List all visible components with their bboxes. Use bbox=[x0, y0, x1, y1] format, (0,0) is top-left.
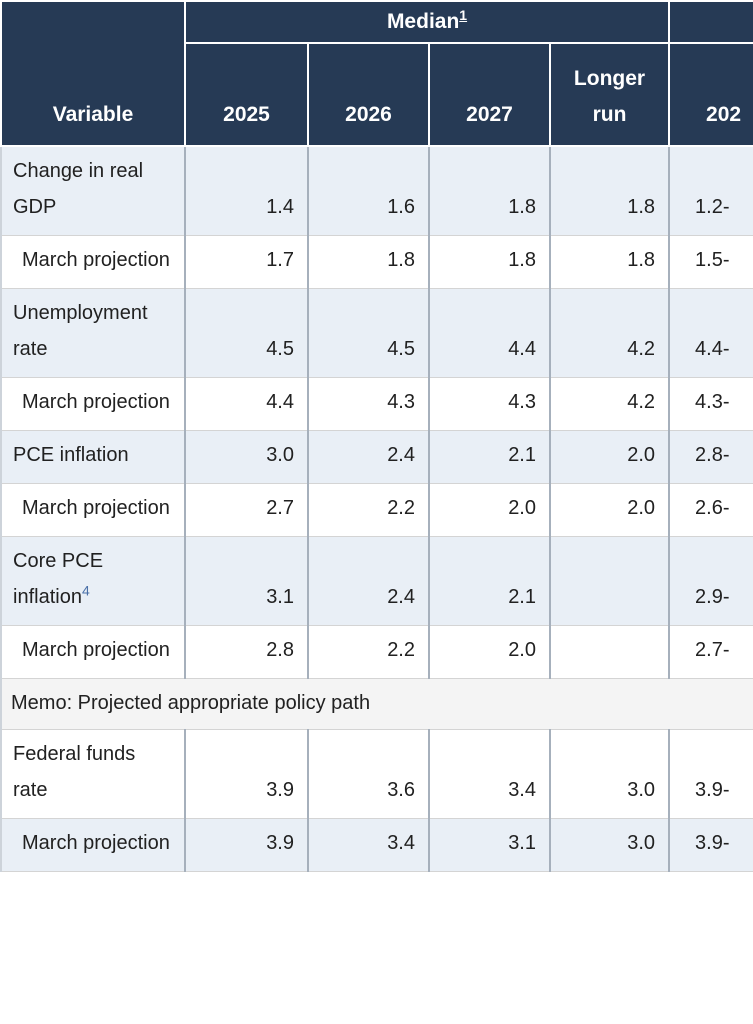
value-cell: 2.2 bbox=[307, 483, 430, 537]
row-label: March projection bbox=[0, 483, 186, 537]
value-cell: 3.6 bbox=[307, 729, 430, 819]
value-cell: 2.4 bbox=[307, 536, 430, 626]
value-cell: 2.7 bbox=[184, 483, 309, 537]
row-label: March projection bbox=[0, 377, 186, 431]
median-footnote-link[interactable]: 1 bbox=[459, 7, 468, 23]
value-cell: 1.8 bbox=[307, 235, 430, 289]
clipped-value-cell: 3.9- bbox=[668, 818, 753, 872]
value-cell: 1.8 bbox=[428, 145, 551, 236]
variable-header-label: Variable bbox=[52, 103, 134, 126]
row-label: PCE inflation bbox=[0, 430, 186, 484]
value-cell: 1.7 bbox=[184, 235, 309, 289]
column-header-row: 2025 2026 2027 Longer run 202 bbox=[1, 42, 753, 147]
value-cell: 1.8 bbox=[428, 235, 551, 289]
table-row-core-pce-inflation: Core PCE inflation4 3.1 2.4 2.1 2.9- bbox=[0, 536, 753, 626]
value-cell: 4.4 bbox=[428, 288, 551, 378]
clipped-value-cell: 1.2- bbox=[668, 145, 753, 236]
table-row-march-projection-pce: March projection 2.7 2.2 2.0 2.0 2.6- bbox=[0, 483, 753, 537]
value-cell: 1.8 bbox=[548, 145, 671, 236]
clipped-value-cell: 3.9- bbox=[668, 729, 753, 819]
value-cell: 3.0 bbox=[548, 818, 671, 872]
clipped-year-column-header: 202 bbox=[668, 42, 753, 147]
value-cell: 2.2 bbox=[307, 625, 430, 679]
value-cell: 3.9 bbox=[184, 729, 309, 819]
group-header-row: Variable Median1 bbox=[0, 0, 753, 147]
value-cell bbox=[548, 625, 671, 679]
value-cell: 2.0 bbox=[428, 625, 551, 679]
value-cell: 3.4 bbox=[428, 729, 551, 819]
year-column-header-2027: 2027 bbox=[428, 42, 551, 147]
value-cell: 3.4 bbox=[307, 818, 430, 872]
table-row-march-projection-core-pce: March projection 2.8 2.2 2.0 2.7- bbox=[0, 625, 753, 679]
table-row-unemployment-rate: Unemployment rate 4.5 4.5 4.4 4.2 4.4- bbox=[0, 288, 753, 378]
value-cell: 4.4 bbox=[184, 377, 309, 431]
value-cell: 4.5 bbox=[307, 288, 430, 378]
value-cell: 2.0 bbox=[548, 430, 671, 484]
table-row-march-projection-gdp: March projection 1.7 1.8 1.8 1.8 1.5- bbox=[0, 235, 753, 289]
clipped-group-header bbox=[668, 0, 753, 44]
table-row-federal-funds-rate: Federal funds rate 3.9 3.6 3.4 3.0 3.9- bbox=[0, 729, 753, 819]
memo-row: Memo: Projected appropriate policy path bbox=[0, 678, 753, 730]
value-cell: 3.0 bbox=[548, 729, 671, 819]
median-group-header: Median1 bbox=[183, 0, 671, 44]
row-label: March projection bbox=[0, 235, 186, 289]
sep-projections-table: Variable Median1 2025 2026 2027 Longer r… bbox=[0, 0, 753, 872]
variable-column-header: Variable bbox=[0, 0, 186, 147]
clipped-value-cell: 2.9- bbox=[668, 536, 753, 626]
clipped-value-cell: 4.3- bbox=[668, 377, 753, 431]
value-cell: 3.1 bbox=[184, 536, 309, 626]
table-row-change-in-real-gdp: Change in real GDP 1.4 1.6 1.8 1.8 1.2- bbox=[0, 145, 753, 236]
value-cell: 4.3 bbox=[428, 377, 551, 431]
core-pce-footnote-link[interactable]: 4 bbox=[81, 582, 90, 599]
row-label: March projection bbox=[0, 818, 186, 872]
value-cell: 4.3 bbox=[307, 377, 430, 431]
value-cell: 2.1 bbox=[428, 430, 551, 484]
value-cell: 2.8 bbox=[184, 625, 309, 679]
clipped-value-cell: 2.8- bbox=[668, 430, 753, 484]
value-cell bbox=[548, 536, 671, 626]
clipped-value-cell: 2.6- bbox=[668, 483, 753, 537]
year-column-header-2026: 2026 bbox=[307, 42, 430, 147]
median-group-label: Median bbox=[386, 10, 460, 33]
memo-row-label: Memo: Projected appropriate policy path bbox=[0, 678, 753, 730]
value-cell: 2.0 bbox=[548, 483, 671, 537]
clipped-value-cell: 2.7- bbox=[668, 625, 753, 679]
value-cell: 3.9 bbox=[184, 818, 309, 872]
clipped-value-cell: 4.4- bbox=[668, 288, 753, 378]
value-cell: 2.1 bbox=[428, 536, 551, 626]
longer-run-column-header: Longer run bbox=[548, 42, 671, 147]
row-label: Core PCE inflation4 bbox=[0, 536, 186, 626]
table-row-pce-inflation: PCE inflation 3.0 2.4 2.1 2.0 2.8- bbox=[0, 430, 753, 484]
row-label: March projection bbox=[0, 625, 186, 679]
value-cell: 1.8 bbox=[548, 235, 671, 289]
value-cell: 2.4 bbox=[307, 430, 430, 484]
year-column-header-2025: 2025 bbox=[184, 42, 309, 147]
table-row-march-projection-unemployment: March projection 4.4 4.3 4.3 4.2 4.3- bbox=[0, 377, 753, 431]
clipped-value-cell: 1.5- bbox=[668, 235, 753, 289]
value-cell: 3.1 bbox=[428, 818, 551, 872]
table-row-march-projection-ffr: March projection 3.9 3.4 3.1 3.0 3.9- bbox=[0, 818, 753, 872]
value-cell: 1.6 bbox=[307, 145, 430, 236]
value-cell: 4.5 bbox=[184, 288, 309, 378]
row-label: Unemployment rate bbox=[0, 288, 186, 378]
row-label: Federal funds rate bbox=[0, 729, 186, 819]
value-cell: 4.2 bbox=[548, 288, 671, 378]
value-cell: 4.2 bbox=[548, 377, 671, 431]
value-cell: 2.0 bbox=[428, 483, 551, 537]
value-cell: 3.0 bbox=[184, 430, 309, 484]
row-label: Change in real GDP bbox=[0, 145, 186, 236]
value-cell: 1.4 bbox=[184, 145, 309, 236]
